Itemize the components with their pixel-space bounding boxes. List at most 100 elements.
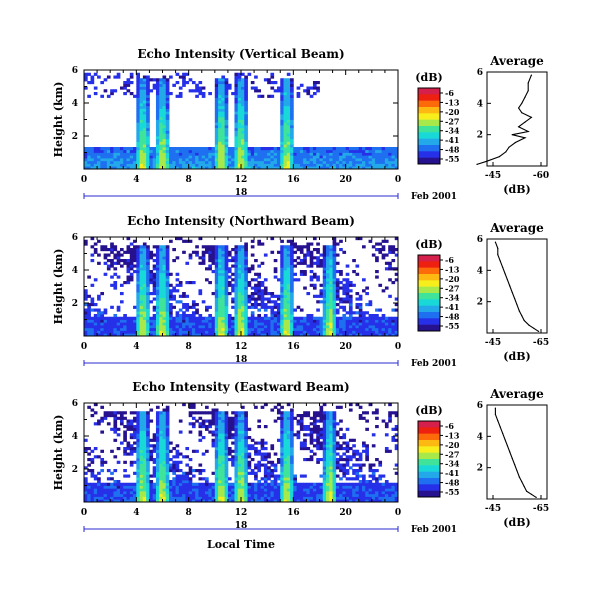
heatmap-cell xyxy=(149,319,154,323)
heatmap-cell xyxy=(244,75,248,79)
heatmap-cell xyxy=(208,485,212,489)
heatmap-cell xyxy=(139,438,144,442)
heatmap-cell xyxy=(87,458,91,462)
heatmap-cell xyxy=(155,286,160,290)
heatmap-cell xyxy=(326,308,330,312)
heatmap-cell xyxy=(142,286,147,290)
heatmap-cell xyxy=(394,248,398,252)
heatmap-cell xyxy=(169,458,173,462)
heatmap-cell xyxy=(142,81,147,85)
heatmap-cell xyxy=(296,147,301,151)
heatmap-cell xyxy=(283,122,288,126)
y-tick-label: 2 xyxy=(72,132,78,142)
heatmap-cell xyxy=(312,319,317,323)
heatmap-cell xyxy=(201,250,206,254)
heatmap-cell xyxy=(146,122,150,126)
heatmap-cell xyxy=(214,460,219,464)
heatmap-cell xyxy=(129,327,134,331)
heatmap-cell xyxy=(280,422,284,426)
heatmap-cell xyxy=(263,325,268,329)
heatmap-cell xyxy=(221,166,226,169)
heatmap-cell xyxy=(142,294,147,298)
heatmap-cell xyxy=(205,327,209,331)
heatmap-cell xyxy=(155,319,160,323)
heatmap-cell xyxy=(195,333,199,336)
heatmap-cell xyxy=(342,297,347,301)
heatmap-cell xyxy=(221,463,226,467)
heatmap-cell xyxy=(155,127,160,131)
heatmap-cell xyxy=(169,499,173,502)
heatmap-cell xyxy=(290,147,294,151)
heatmap-cell xyxy=(162,289,167,293)
heatmap-cell xyxy=(234,444,239,448)
heatmap-cell xyxy=(345,319,350,323)
heatmap-cell xyxy=(116,155,121,159)
heatmap-cell xyxy=(136,438,140,442)
heatmap-cell xyxy=(267,477,271,481)
heatmap-cell xyxy=(103,485,108,489)
heatmap-cell xyxy=(316,158,320,162)
heatmap-cell xyxy=(237,447,242,451)
heatmap-cell xyxy=(152,253,157,257)
heatmap-cell xyxy=(227,275,232,279)
heatmap-cell xyxy=(133,94,137,98)
heatmap-cell xyxy=(221,303,226,307)
heatmap-cell xyxy=(129,147,134,151)
heatmap-cell xyxy=(358,325,363,329)
heatmap-cell xyxy=(270,316,275,320)
heatmap-cell xyxy=(188,155,193,159)
heatmap-cell xyxy=(129,81,134,85)
heatmap-cell xyxy=(280,163,284,167)
heatmap-cell xyxy=(142,256,147,260)
heatmap-cell xyxy=(224,138,229,142)
heatmap-cell xyxy=(119,482,124,486)
heatmap-cell xyxy=(162,133,167,137)
heatmap-cell xyxy=(175,488,180,492)
heatmap-cell xyxy=(103,460,108,464)
heatmap-cell xyxy=(263,463,268,467)
heatmap-cell xyxy=(234,474,239,478)
heatmap-cell xyxy=(218,422,222,426)
heatmap-cell xyxy=(234,485,239,489)
heatmap-cell xyxy=(195,499,199,502)
heatmap-cell xyxy=(290,311,294,315)
heatmap-cell xyxy=(241,141,245,145)
heatmap-cell xyxy=(234,330,239,334)
heatmap-cell xyxy=(306,160,311,164)
heatmap-cell xyxy=(205,248,209,252)
heatmap-cell xyxy=(273,330,278,334)
heatmap-cell xyxy=(205,449,209,453)
heatmap-cell xyxy=(162,441,167,445)
heatmap-cell xyxy=(87,463,91,467)
heatmap-cell xyxy=(241,319,245,323)
heatmap-cell xyxy=(234,130,239,134)
heatmap-cell xyxy=(188,166,193,169)
heatmap-cell xyxy=(221,278,226,282)
heatmap-cell xyxy=(152,275,157,279)
heatmap-cell xyxy=(214,427,219,431)
heatmap-cell xyxy=(306,248,311,252)
colorbar-swatch xyxy=(418,107,440,114)
heatmap-cell xyxy=(316,322,320,326)
heatmap-cell xyxy=(149,322,154,326)
heatmap-cell xyxy=(247,444,252,448)
heatmap-cell xyxy=(224,116,229,120)
heatmap-cell xyxy=(237,133,242,137)
heatmap-cell xyxy=(221,305,226,309)
heatmap-cell xyxy=(87,325,91,329)
heatmap-cell xyxy=(97,488,101,492)
heatmap-cell xyxy=(208,259,212,263)
heatmap-cell xyxy=(267,460,271,464)
heatmap-cell xyxy=(394,163,398,167)
heatmap-cell xyxy=(250,322,255,326)
heatmap-cell xyxy=(378,248,383,252)
heatmap-cell xyxy=(280,114,284,118)
heatmap-cell xyxy=(136,155,140,159)
heatmap-cell xyxy=(280,305,284,309)
heatmap-cell xyxy=(87,149,91,153)
heatmap-cell xyxy=(329,158,333,162)
heatmap-cell xyxy=(332,322,337,326)
colorbar-swatch xyxy=(418,145,440,152)
heatmap-cell xyxy=(198,411,203,415)
heatmap-cell xyxy=(129,264,134,268)
